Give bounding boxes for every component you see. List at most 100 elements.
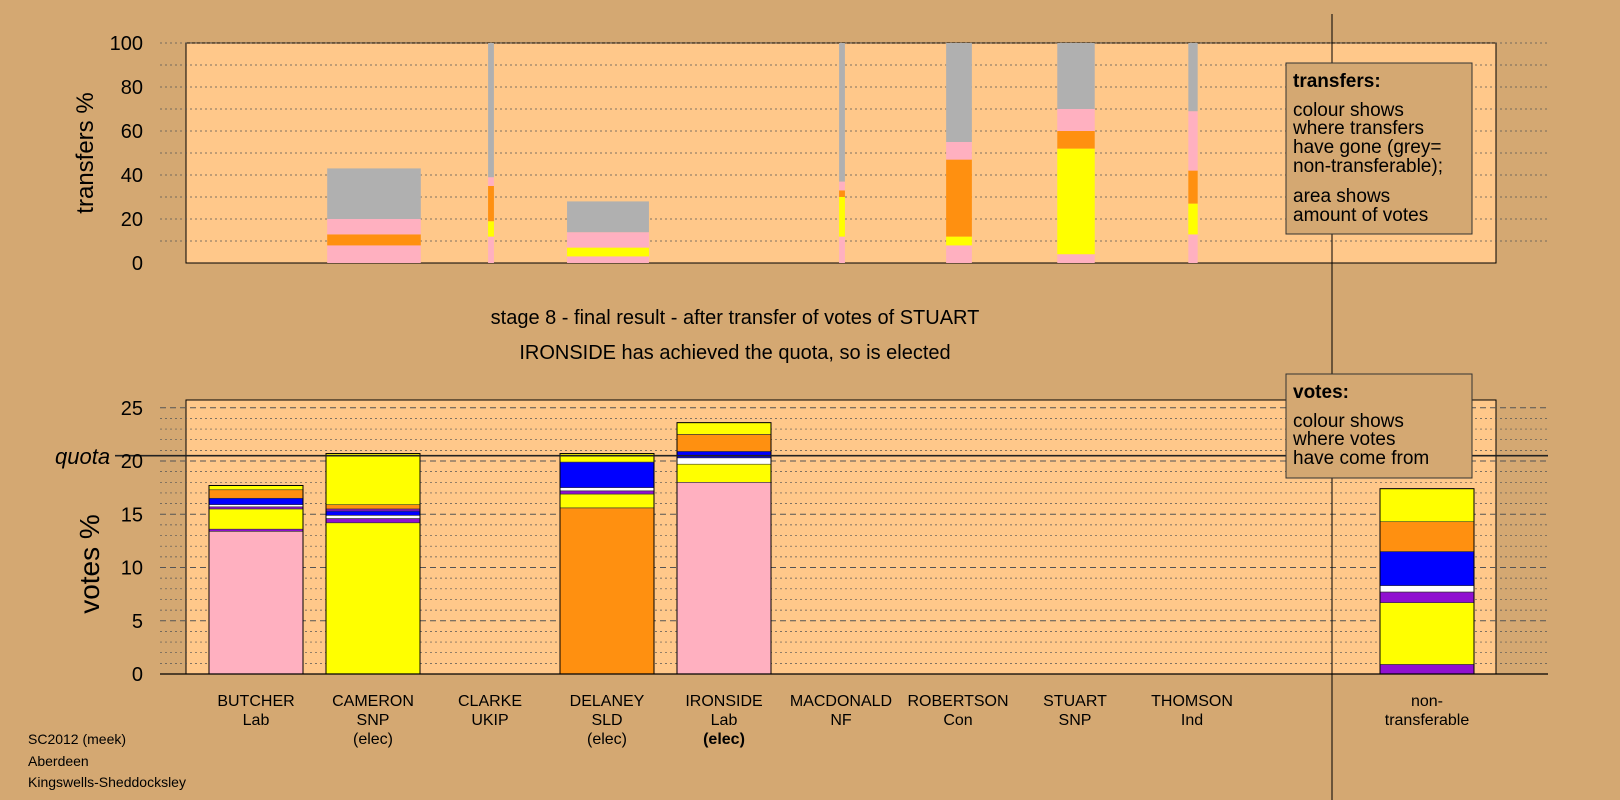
candidate-name-label: THOMSON	[1151, 693, 1233, 710]
transfers-y-tick-label: 80	[121, 77, 143, 99]
transfer-bar-segment	[1188, 170, 1198, 204]
legend-votes-line: where votes	[1292, 429, 1395, 450]
votes-y-ticks: 0 5 10 15 20 25	[121, 398, 143, 686]
candidate-name-label: ROBERTSON	[907, 693, 1008, 710]
transfer-bar-segment	[567, 256, 649, 263]
vote-bar-segment	[559, 507, 655, 675]
transfer-bar-segment	[946, 159, 972, 237]
transfer-bar-segment	[946, 236, 972, 246]
votes-y-tick-label: 10	[121, 558, 143, 580]
votes-y-tick-label: 0	[132, 664, 143, 686]
vote-bar-segment	[325, 453, 421, 505]
vote-bar-segment	[208, 506, 304, 510]
legend-votes-line: colour shows	[1293, 411, 1404, 432]
legend-transfers-box	[1285, 62, 1473, 235]
vote-bar-segment	[559, 461, 655, 488]
transfer-bar-segment	[839, 190, 845, 197]
transfer-bar-segment	[1188, 203, 1198, 235]
vote-bar-segment	[325, 522, 421, 675]
legend-transfers-line: non-transferable);	[1293, 156, 1443, 177]
vote-bar-segment	[208, 497, 304, 505]
candidate-elected-label: (elec)	[703, 731, 745, 748]
vote-bar-segment	[676, 422, 772, 435]
quota-label: quota	[55, 444, 110, 469]
vote-bar-segment	[676, 434, 772, 452]
nontransferable-bar-segment	[1379, 602, 1475, 665]
transfers-y-tick-label: 60	[121, 121, 143, 143]
transfer-bar-segment	[1057, 254, 1095, 263]
vote-bar-segment	[676, 481, 772, 675]
transfer-bar-segment	[839, 43, 845, 182]
nontransferable-bar-segment	[1379, 591, 1475, 603]
vote-bar-segment	[325, 515, 421, 519]
nontransferable-label: transferable	[1385, 712, 1470, 729]
candidate-party-label: NF	[830, 712, 852, 729]
transfer-bar-segment	[327, 219, 421, 235]
candidate-party-label: SNP	[1059, 712, 1092, 729]
transfers-panel: 0 20 40 60 80 100 transfers %	[72, 33, 1548, 275]
candidate-elected-label: (elec)	[587, 731, 627, 748]
votes-x-labels: BUTCHER Lab CAMERON SNP (elec) CLARKE UKIP DELA…	[217, 693, 1469, 748]
transfer-bar-segment	[488, 236, 494, 263]
legend-transfers-line: amount of votes	[1293, 205, 1428, 226]
vote-bar-segment	[676, 457, 772, 465]
transfers-y-tick-label: 40	[121, 165, 143, 187]
vote-bar-segment	[676, 463, 772, 483]
nontransferable-bar-segment	[1379, 585, 1475, 593]
vote-bar-segment	[559, 490, 655, 495]
transfers-y-tick-label: 20	[121, 209, 143, 231]
candidate-party-label: Con	[943, 712, 972, 729]
vote-bar-segment	[208, 530, 304, 675]
transfer-bar-segment	[1188, 111, 1198, 171]
transfer-bar-segment	[839, 197, 845, 237]
candidate-name-label: STUART	[1043, 693, 1107, 710]
stage-line: stage 8 - final result - after transfer …	[491, 307, 980, 329]
vote-bar-segment	[208, 528, 304, 532]
votes-y-tick-label: 15	[121, 504, 143, 526]
nontransferable-bar-segment	[1379, 664, 1475, 675]
candidate-party-label: Lab	[243, 712, 270, 729]
vote-bar-segment	[676, 451, 772, 459]
footer-line: SC2012 (meek)	[28, 731, 126, 747]
votes-y-tick-label: 25	[121, 398, 143, 420]
transfer-bar-segment	[488, 221, 494, 237]
vote-bar-segment	[208, 489, 304, 499]
legend-transfers: transfers: colour shows where transfers …	[1285, 62, 1473, 235]
candidate-name-label: CLARKE	[458, 693, 522, 710]
transfers-y-ticks: 0 20 40 60 80 100	[110, 33, 143, 275]
transfer-bar-segment	[839, 236, 845, 263]
vote-bar-segment	[559, 493, 655, 509]
transfer-bar-segment	[327, 234, 421, 246]
transfer-bar-segment	[1057, 131, 1095, 149]
legend-votes-line: have come from	[1293, 448, 1429, 469]
candidate-party-label: UKIP	[471, 712, 508, 729]
transfer-bar-segment	[1188, 234, 1198, 263]
vote-bar-segment	[325, 504, 421, 510]
transfer-bar-segment	[946, 245, 972, 263]
vote-bar-segment	[325, 518, 421, 524]
votes-panel: 0 5 10 15 20 25 BUTCHER Lab CAMERON SNP (elec) CLA…	[55, 398, 1548, 748]
candidate-name-label: BUTCHER	[217, 693, 294, 710]
transfer-bar-segment	[839, 181, 845, 191]
candidate-party-label: Lab	[711, 712, 738, 729]
vote-bar-segment	[208, 504, 304, 508]
transfer-bar-segment	[946, 43, 972, 142]
transfer-bar-segment	[567, 247, 649, 257]
vote-bar-segment	[208, 508, 304, 530]
transfers-y-tick-label: 0	[132, 253, 143, 275]
transfer-bar-segment	[1188, 43, 1198, 112]
transfers-bars	[327, 43, 1198, 263]
legend-votes: votes: colour shows where votes have com…	[1285, 373, 1473, 479]
nontransferable-label: non-	[1411, 693, 1443, 710]
legend-transfers-title: transfers:	[1293, 71, 1381, 92]
transfer-bar-segment	[488, 177, 494, 186]
vote-bar-segment	[325, 508, 421, 512]
transfers-y-tick-label: 100	[110, 33, 143, 55]
vote-bar-segment	[559, 487, 655, 492]
nontransferable-bar-segment	[1379, 521, 1475, 552]
vote-bar-segment	[325, 510, 421, 516]
nontransferable-bar-segment	[1379, 551, 1475, 586]
vote-bar-segment	[559, 453, 655, 463]
transfer-bar-segment	[488, 43, 494, 178]
